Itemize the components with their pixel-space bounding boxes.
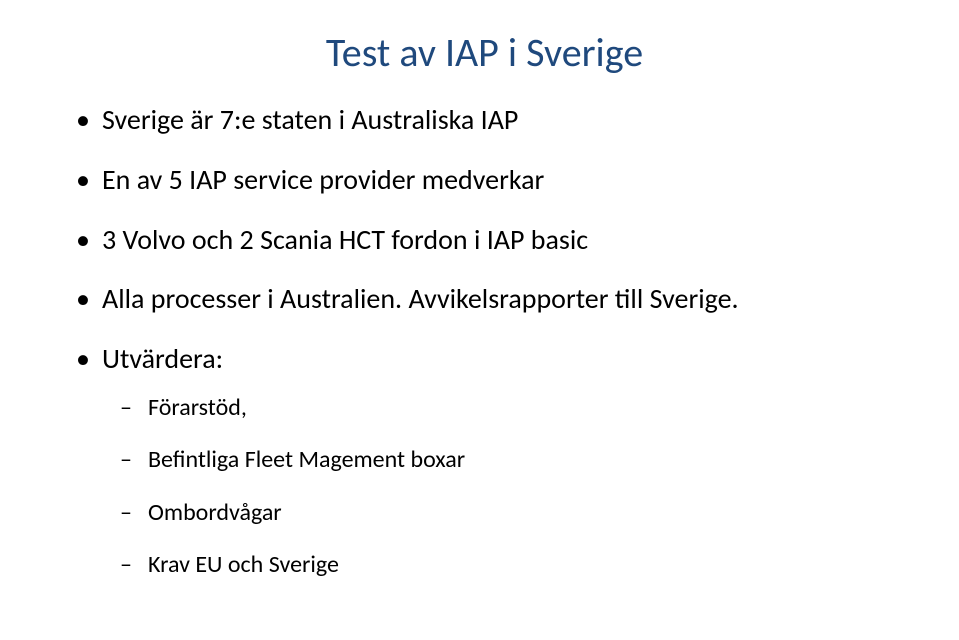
list-item: En av 5 IAP service provider medverkar xyxy=(70,161,899,199)
sub-list-item-text: Befintliga Fleet Magement boxar xyxy=(148,445,465,474)
list-item-text: 3 Volvo och 2 Scania HCT fordon i IAP ba… xyxy=(102,222,588,257)
sub-list-item: Ombordvågar xyxy=(102,497,899,529)
bullet-list: Sverige är 7:e staten i Australiska IAP … xyxy=(70,101,899,582)
list-item-text: Sverige är 7:e staten i Australiska IAP xyxy=(102,102,518,137)
list-item: Alla processer i Australien. Avvikelsrap… xyxy=(70,280,899,318)
sub-list: Förarstöd, Befintliga Fleet Magement box… xyxy=(102,392,899,582)
sub-list-item-text: Förarstöd, xyxy=(148,393,247,422)
list-item: Sverige är 7:e staten i Australiska IAP xyxy=(70,101,899,139)
sub-list-item: Förarstöd, xyxy=(102,392,899,424)
list-item: Utvärdera: Förarstöd, Befintliga Fleet M… xyxy=(70,340,899,581)
sub-list-item: Befintliga Fleet Magement boxar xyxy=(102,444,899,476)
sub-list-item: Krav EU och Sverige xyxy=(102,549,899,581)
list-item-text: En av 5 IAP service provider medverkar xyxy=(102,162,544,197)
sub-list-item-text: Krav EU och Sverige xyxy=(148,550,339,579)
slide: Test av IAP i Sverige Sverige är 7:e sta… xyxy=(0,0,959,640)
sub-list-item-text: Ombordvågar xyxy=(148,498,282,527)
list-item-text: Alla processer i Australien. Avvikelsrap… xyxy=(102,281,739,316)
list-item: 3 Volvo och 2 Scania HCT fordon i IAP ba… xyxy=(70,221,899,259)
slide-title: Test av IAP i Sverige xyxy=(70,28,899,77)
list-item-text: Utvärdera: xyxy=(102,341,223,376)
